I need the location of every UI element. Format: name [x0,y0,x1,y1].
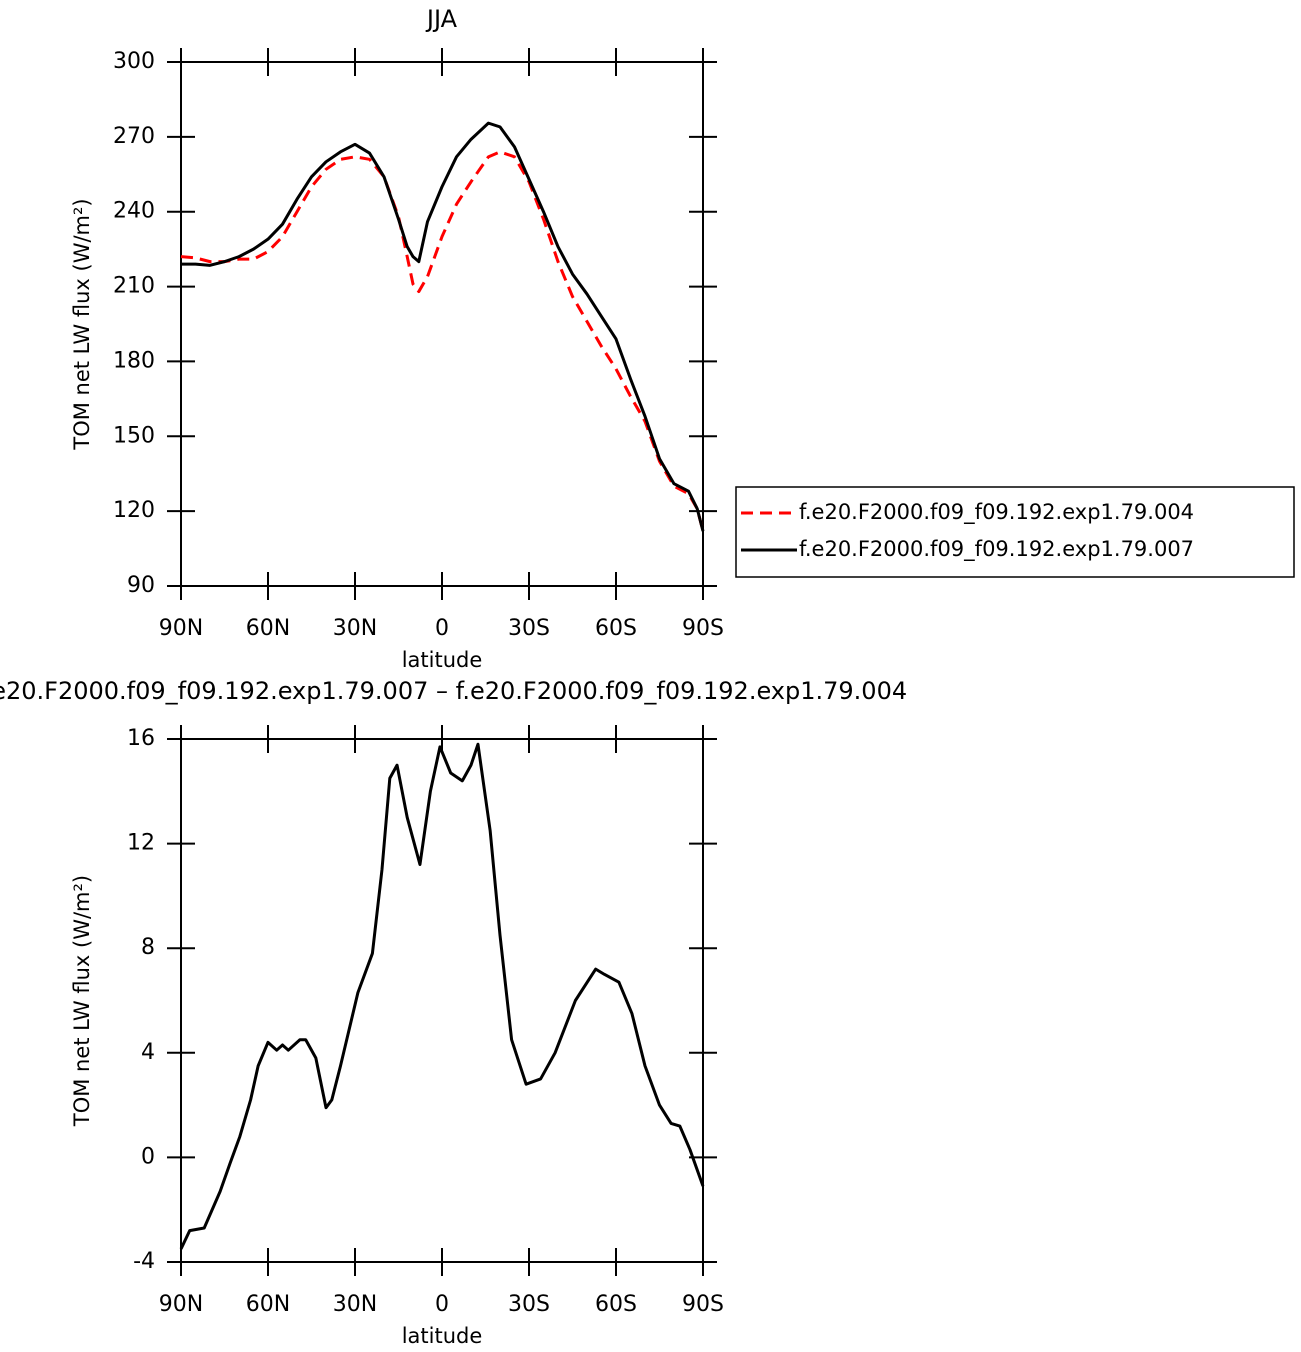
x-tick-label: 90S [682,1292,724,1317]
x-tick-label: 60S [595,616,637,641]
x-tick-label: 0 [435,616,449,641]
y-axis-label: TOM net LW flux (W/m²) [70,875,94,1127]
x-tick-label: 30N [333,616,377,641]
y-tick-label: 12 [127,831,155,856]
legend-label: f.e20.F2000.f09_f09.192.exp1.79.007 [799,537,1194,562]
data-line [179,742,705,1250]
plot-frame [180,61,704,587]
y-tick-label: 180 [113,348,155,373]
plot-frame [180,738,704,1263]
x-axis-label: latitude [402,1324,483,1348]
x-tick-label: 60S [595,1292,637,1317]
x-tick-label: 30S [508,1292,550,1317]
legend-label: f.e20.F2000.f09_f09.192.exp1.79.004 [799,500,1194,525]
y-tick-label: 240 [113,199,155,224]
y-tick-label: 8 [141,935,155,960]
y-tick-label: 210 [113,274,155,299]
y-tick-label: 0 [141,1144,155,1169]
x-tick-label: 60N [246,1292,290,1317]
x-tick-label: 90S [682,616,724,641]
y-tick-label: 300 [113,49,155,74]
y-tick-label: 120 [113,498,155,523]
x-axis-label: latitude [402,648,483,672]
legend-box [735,486,1295,578]
chart-title: f.e20.F2000.f09_f09.192.exp1.79.007 – f.… [0,677,907,705]
y-tick-label: 16 [127,726,155,751]
x-tick-label: 90N [159,1292,203,1317]
x-tick-label: 0 [435,1292,449,1317]
y-tick-label: -4 [133,1249,155,1274]
x-tick-label: 30N [333,1292,377,1317]
y-tick-label: 270 [113,124,155,149]
data-line [180,150,705,532]
chart-title: JJA [425,5,458,33]
x-tick-label: 60N [246,616,290,641]
y-tick-label: 4 [141,1040,155,1065]
x-tick-label: 30S [508,616,550,641]
y-axis-label: TOM net LW flux (W/m²) [70,198,94,450]
data-line [181,121,705,532]
y-tick-label: 90 [127,573,155,598]
x-tick-label: 90N [159,616,203,641]
y-tick-label: 150 [113,423,155,448]
